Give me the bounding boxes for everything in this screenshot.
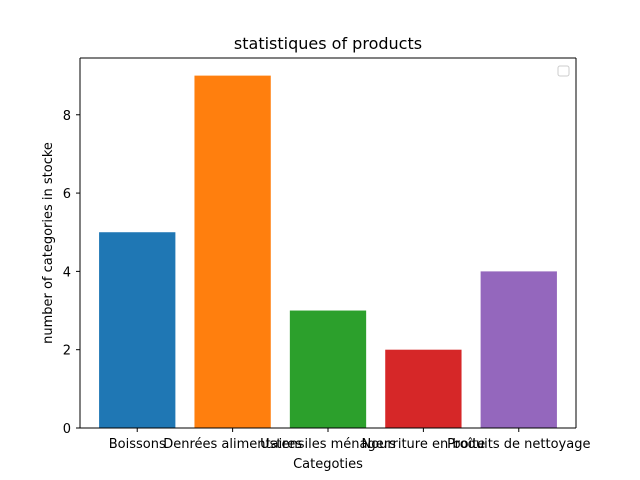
bar-1 [99,232,176,428]
x-tick-label: Ustensiles ménagers [260,437,396,452]
x-tick-label: Denrées alimentaires [163,437,302,452]
chart-title: statistiques of products [234,34,422,53]
bar-4 [385,349,462,428]
y-tick-label: 2 [63,344,71,359]
bar-2 [194,75,271,428]
y-tick-label: 0 [63,422,71,437]
y-ticks-group: 0 2 4 6 8 [63,109,80,437]
y-axis-label: number of categories in stocke [41,142,56,344]
y-tick-label: 8 [63,109,71,124]
x-tick-label: Boissons [109,437,166,452]
y-tick-label: 6 [63,187,71,202]
y-tick-label: 4 [63,265,71,280]
bar-5 [480,271,557,428]
x-axis-label: Categoties [293,457,363,472]
bars-group [99,75,557,428]
x-tick-label: Nourriture en boîte [361,437,485,452]
legend-box [557,65,570,77]
bar-3 [289,310,367,428]
x-tick-label: Produits de nettoyage [447,437,590,452]
